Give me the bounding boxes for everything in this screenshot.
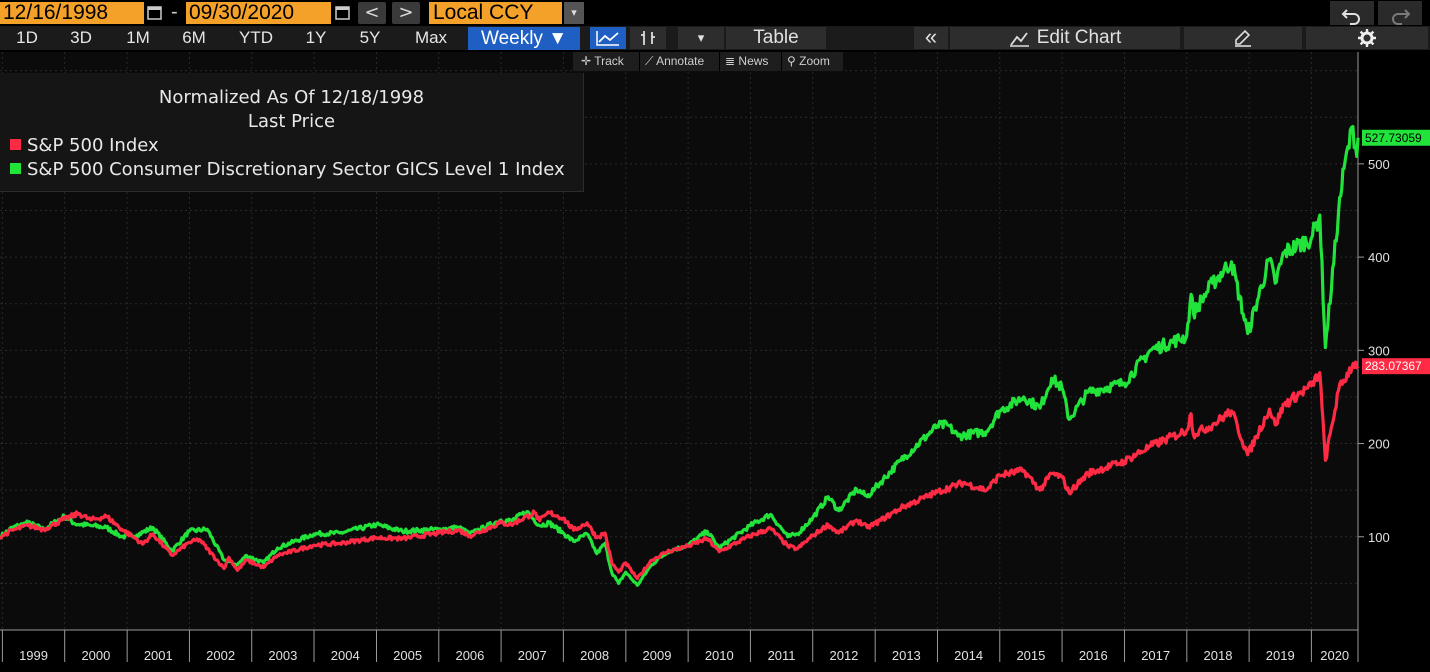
settings-button[interactable]	[1306, 27, 1428, 49]
x-tick-label: 1999	[19, 648, 48, 663]
bar-chart-button[interactable]	[630, 27, 666, 49]
x-tick-label: 2011	[768, 648, 796, 663]
x-tick-label: 2014	[954, 648, 983, 663]
date-toolbar: 12/16/1998 - 09/30/2020 < > Local CCY ▾	[0, 0, 1430, 26]
frequency-select[interactable]: Weekly ▼	[468, 27, 580, 50]
period-3d[interactable]: 3D	[70, 28, 92, 47]
x-tick-label: 2005	[393, 648, 422, 663]
start-calendar-icon[interactable]	[146, 4, 164, 22]
currency-dropdown-icon[interactable]: ▾	[564, 2, 584, 24]
period-ytd[interactable]: YTD	[239, 28, 273, 47]
annotate-tool[interactable]: ⟋ Annotate	[645, 52, 704, 71]
next-period-button[interactable]: >	[392, 2, 420, 24]
end-date-field[interactable]: 09/30/2020	[186, 2, 331, 24]
x-axis-area	[0, 630, 1430, 662]
zoom-tool[interactable]: ⚲ Zoom	[787, 52, 830, 71]
bar-chart-icon	[641, 30, 655, 45]
y-axis-area	[1358, 52, 1430, 632]
news-icon: ≣	[725, 54, 736, 68]
undo-icon	[1341, 8, 1360, 25]
y-tick-label: 300	[1368, 343, 1390, 358]
y-tick-label: 100	[1368, 530, 1390, 545]
x-tick-label: 2008	[580, 648, 609, 663]
x-tick-label: 2019	[1266, 648, 1295, 663]
collapse-button[interactable]: «	[914, 26, 948, 49]
legend-item-consumer-discretionary[interactable]: S&P 500 Consumer Discretionary Sector GI…	[10, 159, 565, 180]
x-tick-label: 2016	[1079, 648, 1108, 663]
period-1m[interactable]: 1M	[126, 28, 150, 47]
start-date-field[interactable]: 12/16/1998	[0, 2, 144, 24]
currency-select[interactable]: Local CCY	[429, 2, 562, 24]
crosshair-icon: ✛	[581, 54, 592, 68]
last-price-label: 283.07367	[1365, 359, 1422, 373]
edit-chart-label: Edit Chart	[1036, 27, 1122, 48]
legend-label: S&P 500 Consumer Discretionary Sector GI…	[27, 159, 565, 180]
x-tick-label: 2013	[892, 648, 921, 663]
period-max[interactable]: Max	[414, 28, 448, 47]
period-6m[interactable]: 6M	[182, 28, 206, 47]
zoom-label: Zoom	[799, 54, 830, 68]
news-tool[interactable]: ≣ News	[725, 52, 768, 71]
track-label: Track	[594, 54, 624, 68]
x-tick-label: 2020	[1320, 648, 1349, 663]
chart-mini-toolbar: ✛ Track ⟋ Annotate ≣ News ⚲ Zoom	[573, 52, 843, 71]
x-tick-label: 2000	[81, 648, 110, 663]
undo-button[interactable]	[1330, 1, 1374, 25]
period-1d[interactable]: 1D	[16, 28, 38, 47]
x-tick-label: 2006	[455, 648, 484, 663]
edit-chart-icon	[1009, 32, 1029, 47]
x-tick-label: 2018	[1204, 648, 1233, 663]
legend-swatch-green	[10, 163, 21, 174]
period-5y[interactable]: 5Y	[359, 28, 381, 47]
redo-icon	[1392, 8, 1411, 25]
x-tick-label: 2009	[643, 648, 672, 663]
table-button[interactable]: Table	[726, 27, 826, 49]
magnifier-icon: ⚲	[787, 54, 796, 68]
x-tick-label: 2004	[331, 648, 360, 663]
annotate-label: Annotate	[656, 54, 705, 68]
edit-chart-button[interactable]: Edit Chart	[950, 27, 1180, 49]
last-price-badge	[1362, 358, 1430, 375]
x-tick-label: 2007	[518, 648, 547, 663]
news-label: News	[738, 54, 769, 68]
date-separator: -	[171, 1, 178, 23]
x-tick-label: 2003	[268, 648, 297, 663]
legend-label: S&P 500 Index	[27, 135, 159, 156]
series-line-sp500[interactable]	[0, 360, 1360, 581]
chart-legend: Normalized As Of 12/18/1998 Last Price S…	[0, 73, 584, 192]
x-tick-label: 2012	[829, 648, 858, 663]
legend-item-sp500[interactable]: S&P 500 Index	[10, 135, 159, 156]
chart-title: Normalized As Of 12/18/1998	[158, 87, 425, 108]
period-toolbar: 1D 3D 1M 6M YTD 1Y 5Y Max Weekly ▼ ▾ Tab…	[0, 26, 1430, 50]
redo-button[interactable]	[1378, 1, 1422, 25]
x-tick-label: 2015	[1016, 648, 1045, 663]
gear-icon	[1358, 28, 1376, 47]
y-tick-label: 500	[1368, 157, 1390, 172]
x-tick-label: 2010	[705, 648, 734, 663]
end-calendar-icon[interactable]	[334, 4, 352, 22]
edit-icon	[1235, 29, 1251, 47]
x-tick-label: 2002	[206, 648, 235, 663]
y-tick-label: 200	[1368, 437, 1390, 452]
y-tick-label: 400	[1368, 250, 1390, 265]
previous-period-button[interactable]: <	[358, 2, 386, 24]
period-1y[interactable]: 1Y	[305, 28, 327, 47]
last-price-badge	[1362, 129, 1430, 146]
legend-swatch-red	[10, 139, 21, 150]
track-tool[interactable]: ✛ Track	[581, 52, 624, 71]
x-tick-label: 2017	[1141, 648, 1170, 663]
chart-type-dropdown[interactable]: ▾	[678, 27, 724, 49]
line-chart-button[interactable]	[590, 27, 626, 49]
line-chart-icon	[596, 30, 619, 46]
chart-subtitle: Last Price	[247, 111, 336, 132]
annotate-edit-button[interactable]	[1184, 27, 1302, 49]
pencil-icon: ⟋	[645, 54, 654, 68]
x-tick-label: 2001	[144, 648, 173, 663]
last-price-label: 527.73059	[1365, 131, 1422, 145]
